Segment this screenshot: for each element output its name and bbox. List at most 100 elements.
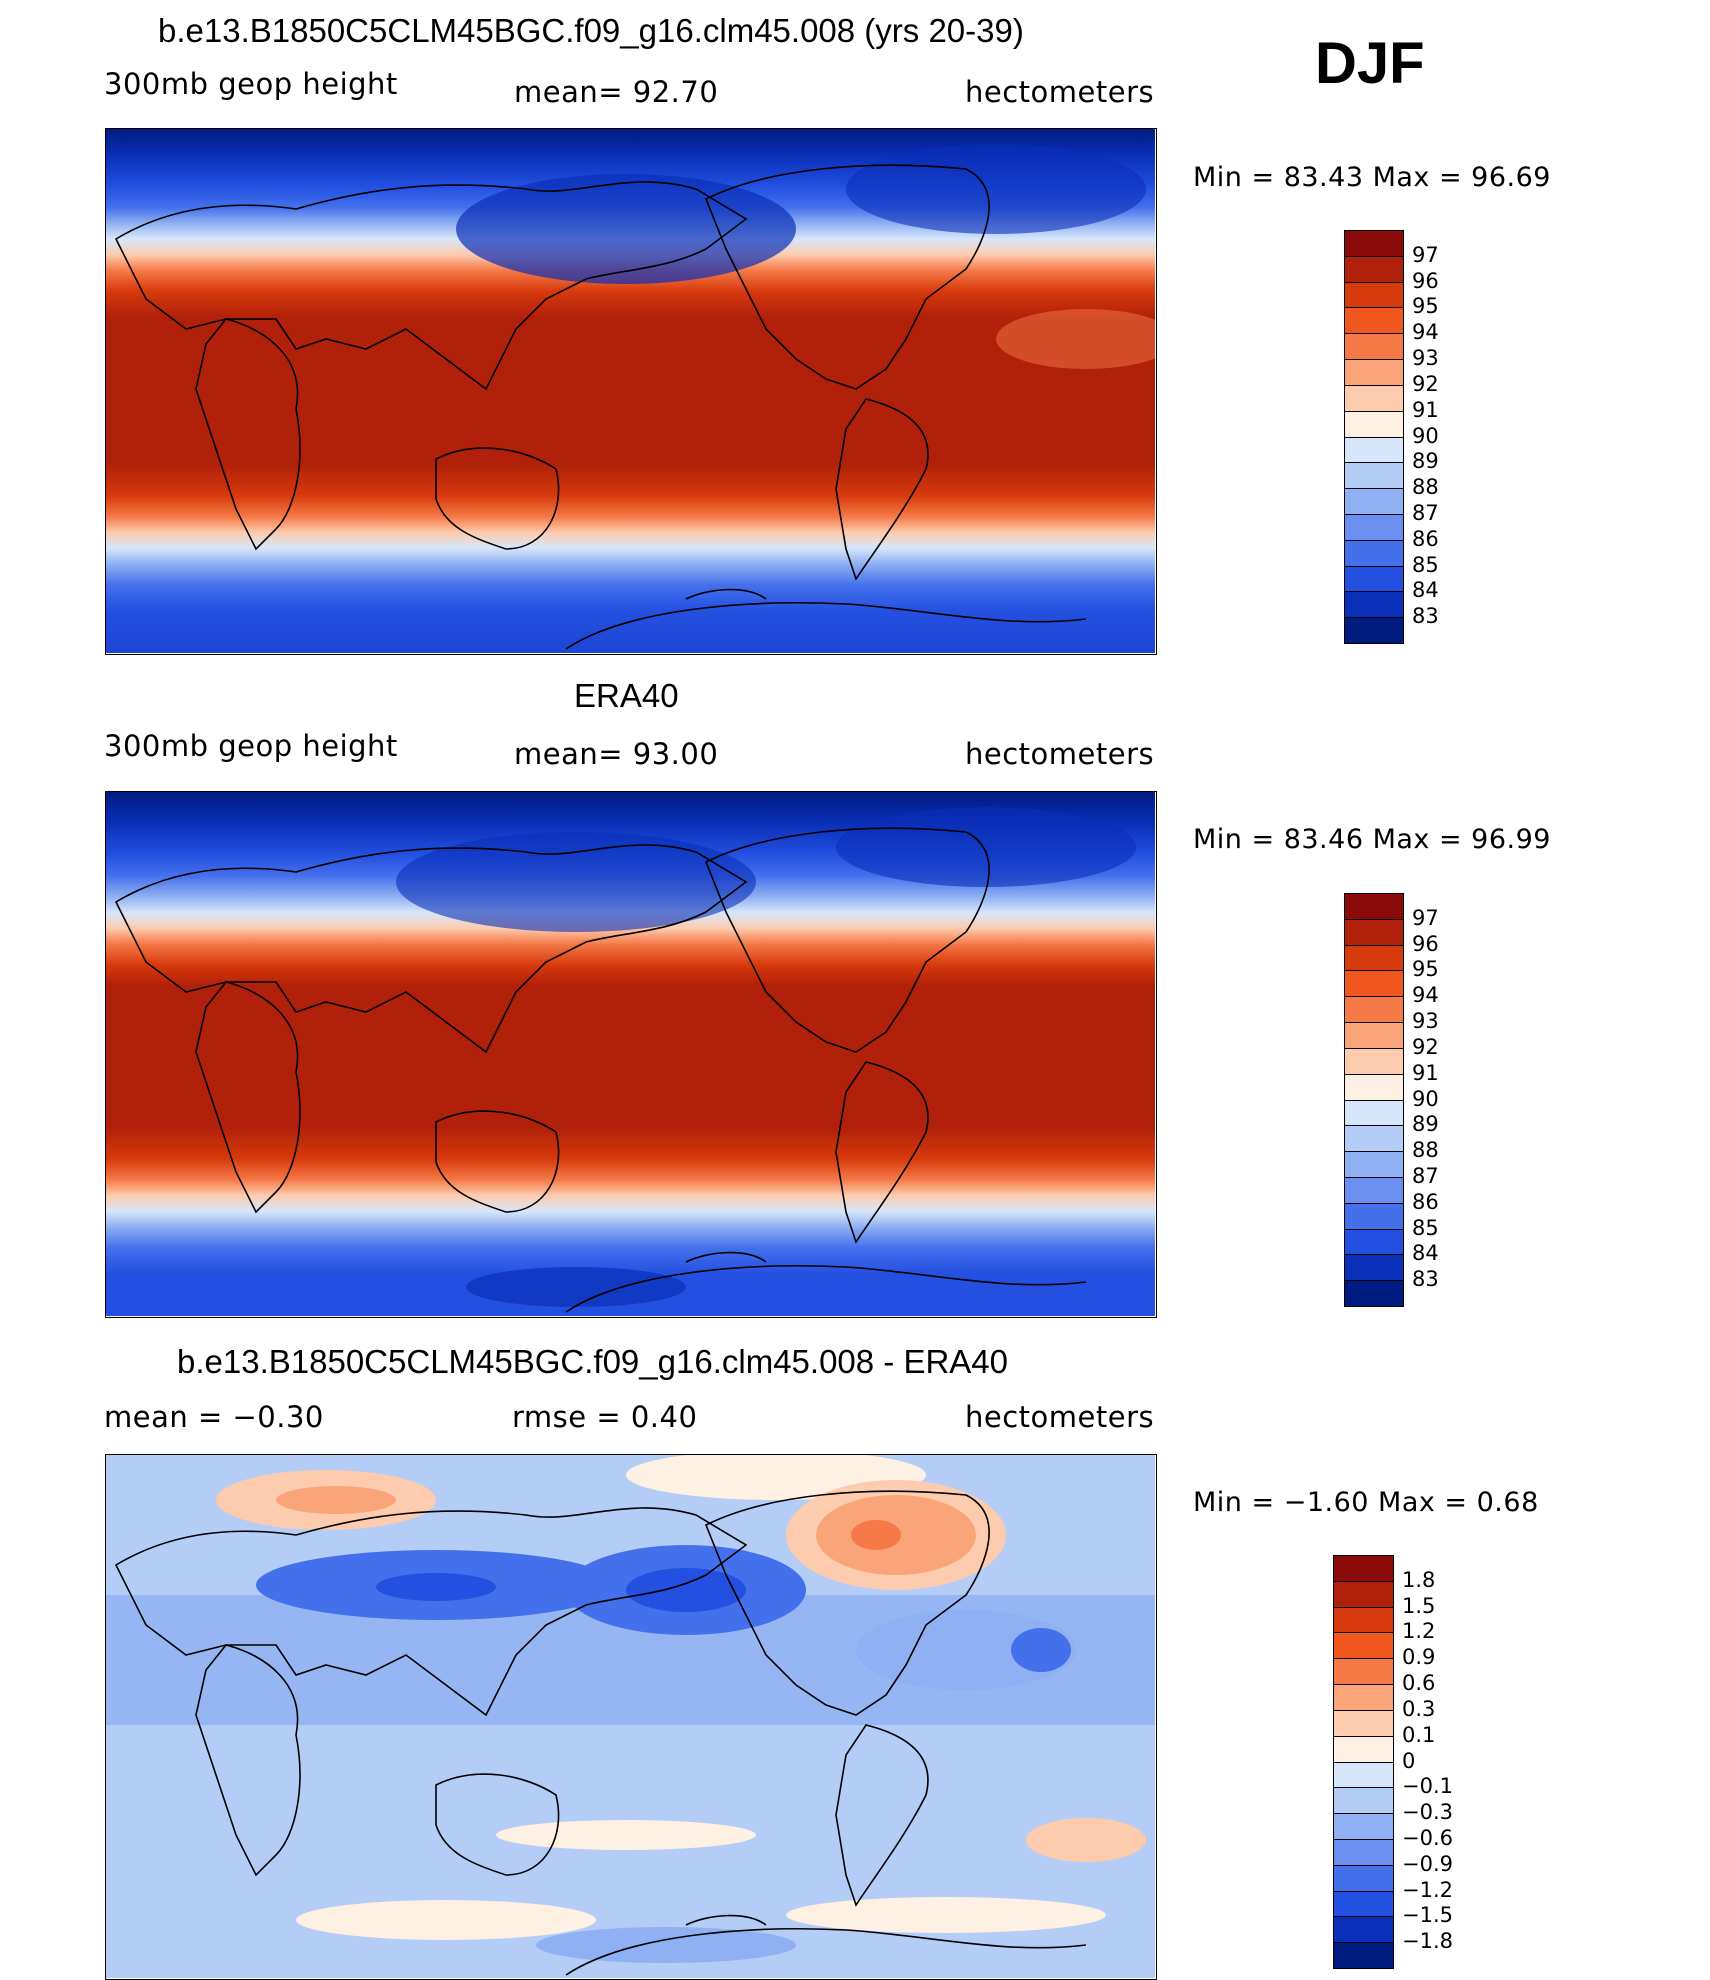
- panel-model-minmax: Min = 83.43 Max = 96.69: [1193, 162, 1551, 193]
- colorbar-cell: [1333, 1761, 1394, 1789]
- colorbar-cell: [1333, 1606, 1394, 1634]
- colorbar-cell: [1344, 359, 1404, 386]
- colorbar-tick-label: 0.1: [1402, 1722, 1436, 1747]
- panel-obs-mean-label: mean= 93.00: [514, 737, 719, 771]
- colorbar-cell: [1344, 307, 1404, 335]
- colorbar-tick-label: 92: [1412, 1034, 1439, 1059]
- colorbar-tick-label: 94: [1412, 983, 1439, 1008]
- colorbar-cell: [1344, 944, 1404, 972]
- panel-model-colorbar: 97 96 95 94 93 92 91 90 89 88 87 86 85 84 83: [1344, 230, 1439, 644]
- colorbar-tick-label: −0.6: [1402, 1825, 1453, 1850]
- colorbar-cell: [1344, 1228, 1404, 1256]
- colorbar-tick-label: 95: [1412, 957, 1439, 982]
- colorbar-tick-label: 97: [1412, 905, 1439, 930]
- colorbar-cell: [1333, 1555, 1394, 1582]
- colorbar-cell: [1333, 1709, 1394, 1737]
- panel-diff-map: [105, 1454, 1157, 1980]
- colorbar-cell: [1344, 410, 1404, 438]
- colorbar-cell: [1333, 1684, 1394, 1711]
- colorbar-tick-label: 88: [1412, 475, 1439, 500]
- colorbar-cell: [1344, 1280, 1404, 1307]
- colorbar-cell: [1333, 1787, 1394, 1815]
- panel-model-map: [105, 128, 1157, 655]
- panel-diff-colorbar: 1.8 1.5 1.2 0.9 0.6 0.3 0.1 0 −0.1 −0.3 −0.6 −0.9 −1…: [1333, 1555, 1453, 1969]
- colorbar-tick-label: 95: [1412, 294, 1439, 319]
- panel-model-field: [106, 129, 1155, 653]
- panel-diff-field: [106, 1455, 1155, 1978]
- panel-obs-variable-label: 300mb geop height: [104, 729, 398, 763]
- colorbar-cell: [1333, 1890, 1394, 1918]
- colorbar-tick-label: 85: [1412, 552, 1439, 577]
- colorbar-tick-label: 83: [1412, 1267, 1439, 1292]
- colorbar-tick-label: 87: [1412, 1163, 1439, 1188]
- colorbar-tick-label: 1.5: [1402, 1593, 1436, 1618]
- colorbar-tick-label: 94: [1412, 320, 1439, 345]
- colorbar-cell: [1333, 1942, 1394, 1969]
- colorbar-tick-label: 84: [1412, 1241, 1439, 1266]
- panel-obs-minmax: Min = 83.46 Max = 96.99: [1193, 824, 1551, 855]
- colorbar-cell: [1344, 1022, 1404, 1049]
- colorbar-tick-label: 85: [1412, 1215, 1439, 1240]
- colorbar-tick-label: 0.6: [1402, 1671, 1436, 1696]
- colorbar-cell: [1344, 333, 1404, 361]
- panel-model-units-label: hectometers: [965, 75, 1155, 109]
- colorbar-cell: [1344, 436, 1404, 464]
- panel-diff-minmax: Min = −1.60 Max = 0.68: [1193, 1487, 1539, 1518]
- colorbar-cell: [1333, 1658, 1394, 1686]
- colorbar-tick-label: 88: [1412, 1138, 1439, 1163]
- colorbar-tick-label: 0: [1402, 1748, 1416, 1773]
- colorbar-tick-label: 96: [1412, 268, 1439, 293]
- colorbar-tick-label: −0.9: [1402, 1851, 1453, 1876]
- colorbar-tick-label: −1.2: [1402, 1877, 1453, 1902]
- colorbar-cell: [1344, 488, 1404, 515]
- colorbar-tick-label: 1.8: [1402, 1567, 1436, 1592]
- season-label: DJF: [1315, 31, 1425, 96]
- colorbar-cell: [1344, 617, 1404, 644]
- panel-diff-units-label: hectometers: [965, 1400, 1155, 1434]
- colorbar-cell: [1344, 1047, 1404, 1075]
- colorbar-tick-label: −1.5: [1402, 1903, 1453, 1928]
- panel-obs-title: ERA40: [574, 677, 679, 714]
- colorbar-cell: [1344, 1125, 1404, 1153]
- colorbar-cell: [1344, 1202, 1404, 1230]
- panel-model-title: b.e13.B1850C5CLM45BGC.f09_g16.clm45.008 …: [158, 12, 1024, 49]
- colorbar-tick-label: 91: [1412, 1060, 1439, 1085]
- panel-obs-colorbar: 97 96 95 94 93 92 91 90 89 88 87 86 85 84 83: [1344, 893, 1439, 1307]
- colorbar-tick-label: 87: [1412, 500, 1439, 525]
- colorbar-cell: [1344, 1073, 1404, 1101]
- colorbar-cell: [1333, 1580, 1394, 1608]
- colorbar-cell: [1344, 1254, 1404, 1282]
- colorbar-cell: [1344, 970, 1404, 998]
- colorbar-tick-label: 93: [1412, 346, 1439, 371]
- panel-model-mean-label: mean= 92.70: [514, 75, 719, 109]
- colorbar-cell: [1344, 1176, 1404, 1204]
- colorbar-cell: [1344, 1151, 1404, 1178]
- colorbar-tick-label: 1.2: [1402, 1619, 1436, 1644]
- colorbar-cell: [1344, 384, 1404, 412]
- colorbar-tick-label: 90: [1412, 423, 1439, 448]
- colorbar-cell: [1344, 591, 1404, 619]
- colorbar-tick-label: 0.9: [1402, 1645, 1436, 1670]
- colorbar-tick-label: −0.1: [1402, 1774, 1453, 1799]
- colorbar-cell: [1333, 1916, 1394, 1944]
- colorbar-tick-label: 96: [1412, 931, 1439, 956]
- colorbar-cell: [1344, 255, 1404, 283]
- colorbar-cell: [1344, 565, 1404, 593]
- colorbar-tick-label: 92: [1412, 371, 1439, 396]
- colorbar-cell: [1344, 513, 1404, 541]
- panel-obs-map: [105, 791, 1157, 1318]
- colorbar-tick-label: 91: [1412, 397, 1439, 422]
- colorbar-tick-label: 84: [1412, 578, 1439, 603]
- colorbar-tick-label: 83: [1412, 604, 1439, 629]
- panel-model-variable-label: 300mb geop height: [104, 67, 398, 101]
- colorbar-cell: [1344, 230, 1404, 257]
- panel-obs-field: [106, 792, 1155, 1316]
- colorbar-tick-label: 0.3: [1402, 1696, 1436, 1721]
- colorbar-tick-label: 89: [1412, 449, 1439, 474]
- colorbar-tick-label: 86: [1412, 1189, 1439, 1214]
- colorbar-tick-label: 90: [1412, 1086, 1439, 1111]
- colorbar-tick-label: 97: [1412, 242, 1439, 267]
- panel-obs-units-label: hectometers: [965, 737, 1155, 771]
- colorbar-cell: [1344, 462, 1404, 490]
- colorbar-cell: [1344, 893, 1404, 920]
